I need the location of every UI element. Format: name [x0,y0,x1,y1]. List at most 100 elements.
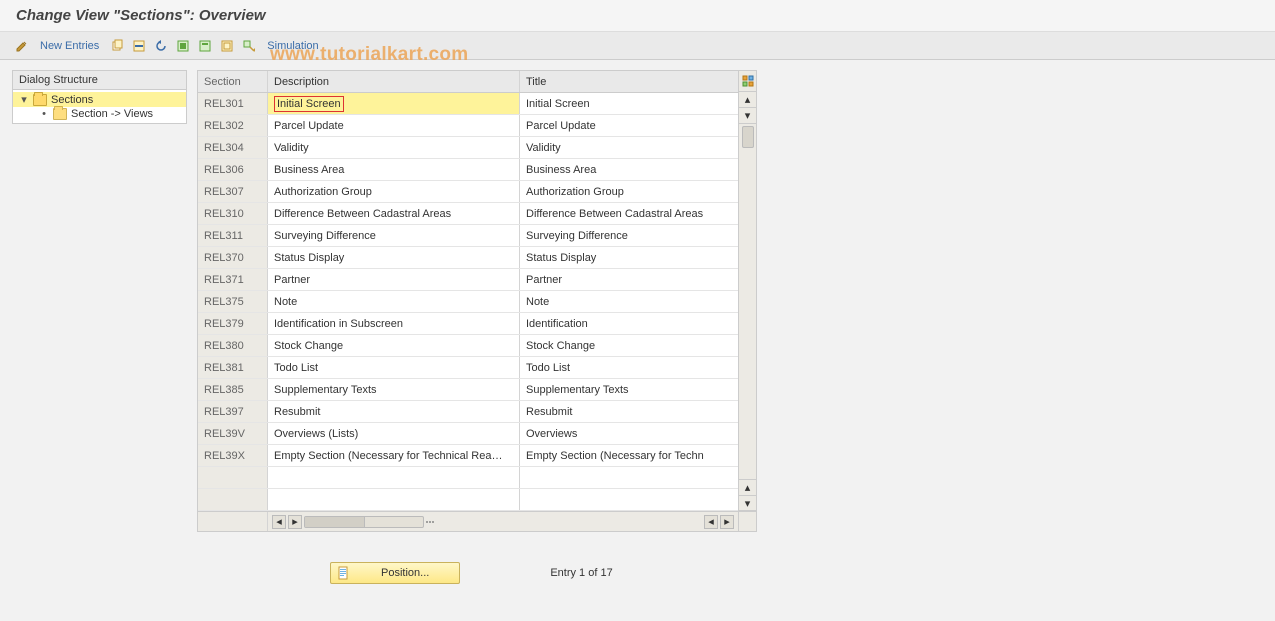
cell-section[interactable]: REL381 [198,357,268,378]
cell-title[interactable]: Initial Screen [520,93,720,114]
cell-description[interactable]: Resubmit [268,401,520,422]
selected-cell-input[interactable]: Initial Screen [274,96,344,112]
cell-title[interactable]: Overviews [520,423,720,444]
table-row[interactable]: REL375NoteNote [198,291,756,313]
hscroll-right-icon[interactable]: ▸ [288,515,302,529]
tree-expand-icon[interactable]: ▾ [19,93,29,106]
cell-title[interactable]: Validity [520,137,720,158]
col-header-title[interactable]: Title [520,71,720,92]
cell-section[interactable]: REL301 [198,93,268,114]
cell-description[interactable]: Difference Between Cadastral Areas [268,203,520,224]
cell-description[interactable]: Surveying Difference [268,225,520,246]
table-row[interactable]: REL39XEmpty Section (Necessary for Techn… [198,445,756,467]
cell-description[interactable]: Overviews (Lists) [268,423,520,444]
cell-title[interactable]: Stock Change [520,335,720,356]
scroll-up2-icon[interactable]: ▴ [739,479,756,495]
new-entries-button[interactable]: New Entries [36,40,103,52]
cell-section[interactable]: REL310 [198,203,268,224]
select-all-icon[interactable] [175,38,191,54]
hscroll-left2-icon[interactable]: ◂ [704,515,718,529]
table-row[interactable]: REL379Identification in SubscreenIdentif… [198,313,756,335]
cell-section[interactable]: REL397 [198,401,268,422]
table-row[interactable]: REL385Supplementary TextsSupplementary T… [198,379,756,401]
cell-section[interactable]: REL306 [198,159,268,180]
scroll-down2-icon[interactable]: ▾ [739,495,756,511]
cell-title[interactable]: Resubmit [520,401,720,422]
cell-description[interactable]: Authorization Group [268,181,520,202]
tree-node-section-views[interactable]: • Section -> Views [13,107,186,121]
horizontal-scrollbar: ◂ ▸ ◂ ▸ [198,511,756,531]
scroll-thumb[interactable] [742,126,754,148]
vertical-scrollbar[interactable]: ▴ ▾ ▴ ▾ [738,92,756,511]
cell-section[interactable]: REL302 [198,115,268,136]
cell-description[interactable]: Parcel Update [268,115,520,136]
cell-description[interactable]: Partner [268,269,520,290]
cell-title[interactable]: Note [520,291,720,312]
cell-section[interactable]: REL380 [198,335,268,356]
table-row[interactable]: REL310Difference Between Cadastral Areas… [198,203,756,225]
cell-title[interactable]: Identification [520,313,720,334]
cell-description[interactable]: Identification in Subscreen [268,313,520,334]
position-button[interactable]: Position... [330,562,460,584]
grid-configure-icon[interactable] [738,71,756,92]
table-row[interactable]: REL302Parcel UpdateParcel Update [198,115,756,137]
table-row[interactable]: REL381Todo ListTodo List [198,357,756,379]
cell-description[interactable]: Empty Section (Necessary for Technical R… [268,445,520,466]
cell-section[interactable]: REL370 [198,247,268,268]
simulation-button[interactable]: Simulation [263,40,322,52]
table-row[interactable]: REL301 Initial Screen Initial Screen [198,93,756,115]
cell-section[interactable]: REL304 [198,137,268,158]
cell-title[interactable]: Authorization Group [520,181,720,202]
configure-icon[interactable] [241,38,257,54]
cell-description[interactable]: Supplementary Texts [268,379,520,400]
cell-title[interactable]: Empty Section (Necessary for Techn [520,445,720,466]
cell-title[interactable]: Surveying Difference [520,225,720,246]
cell-section[interactable]: REL311 [198,225,268,246]
cell-section[interactable]: REL39X [198,445,268,466]
cell-section[interactable]: REL371 [198,269,268,290]
delete-icon[interactable] [131,38,147,54]
cell-description[interactable]: Business Area [268,159,520,180]
cell-section[interactable]: REL385 [198,379,268,400]
cell-description[interactable]: Status Display [268,247,520,268]
cell-title[interactable]: Partner [520,269,720,290]
table-row[interactable]: REL371PartnerPartner [198,269,756,291]
select-block-icon[interactable] [197,38,213,54]
table-row[interactable]: REL380Stock ChangeStock Change [198,335,756,357]
cell-description[interactable]: Todo List [268,357,520,378]
col-header-description[interactable]: Description [268,71,520,92]
hscroll-thumb[interactable] [305,517,365,527]
cell-title[interactable]: Business Area [520,159,720,180]
table-row[interactable]: REL370Status DisplayStatus Display [198,247,756,269]
cell-description[interactable]: Validity [268,137,520,158]
cell-section[interactable]: REL39V [198,423,268,444]
cell-title[interactable]: Parcel Update [520,115,720,136]
tree-node-sections[interactable]: ▾ Sections [13,92,186,107]
table-row[interactable]: REL304ValidityValidity [198,137,756,159]
deselect-all-icon[interactable] [219,38,235,54]
hscroll-left-icon[interactable]: ◂ [272,515,286,529]
scroll-up-icon[interactable]: ▴ [739,92,756,108]
table-row[interactable]: REL307Authorization GroupAuthorization G… [198,181,756,203]
hscroll-right2-icon[interactable]: ▸ [720,515,734,529]
cell-description[interactable]: Stock Change [268,335,520,356]
cell-title[interactable]: Supplementary Texts [520,379,720,400]
cell-title[interactable]: Status Display [520,247,720,268]
toggle-display-change-icon[interactable] [14,38,30,54]
cell-title[interactable]: Todo List [520,357,720,378]
cell-section[interactable]: REL307 [198,181,268,202]
copy-icon[interactable] [109,38,125,54]
scroll-down-icon[interactable]: ▾ [739,108,756,124]
cell-section[interactable]: REL379 [198,313,268,334]
cell-description[interactable]: Initial Screen [268,93,520,114]
hscroll-track[interactable] [304,516,424,528]
cell-title[interactable]: Difference Between Cadastral Areas [520,203,720,224]
table-row[interactable]: REL306Business AreaBusiness Area [198,159,756,181]
table-row[interactable]: REL311Surveying DifferenceSurveying Diff… [198,225,756,247]
undo-icon[interactable] [153,38,169,54]
cell-description[interactable]: Note [268,291,520,312]
cell-section[interactable]: REL375 [198,291,268,312]
table-row[interactable]: REL397ResubmitResubmit [198,401,756,423]
table-row[interactable]: REL39VOverviews (Lists)Overviews [198,423,756,445]
col-header-section[interactable]: Section [198,71,268,92]
